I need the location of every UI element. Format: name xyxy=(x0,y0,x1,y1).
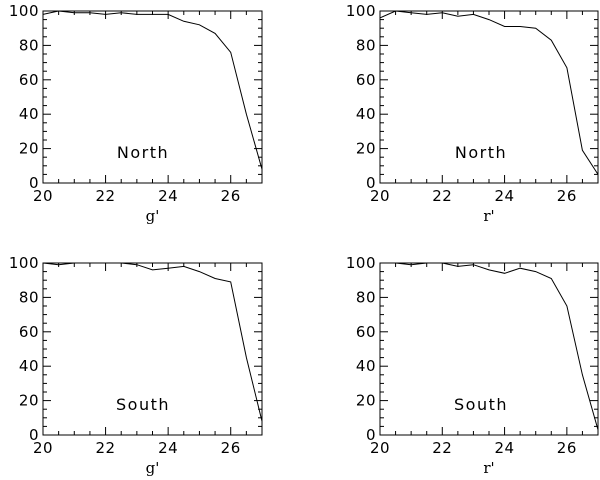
y-tick-label: 0 xyxy=(29,174,39,192)
x-axis-label: r' xyxy=(483,207,494,225)
y-tick-label: 40 xyxy=(19,357,39,375)
y-tick-label: 100 xyxy=(9,2,39,20)
y-tick-label: 80 xyxy=(356,36,376,54)
y-tick-label: 60 xyxy=(19,71,39,89)
region-annotation: North xyxy=(455,143,507,162)
x-tick-label: 26 xyxy=(557,187,577,205)
completeness-line xyxy=(379,10,599,175)
y-tick-label: 20 xyxy=(19,140,39,158)
y-tick-label: 60 xyxy=(19,323,39,341)
x-tick-label: 20 xyxy=(33,187,53,205)
y-tick-label: 0 xyxy=(29,426,39,444)
y-tick-label: 0 xyxy=(366,174,376,192)
y-tick-label: 100 xyxy=(9,254,39,272)
x-axis-label: r' xyxy=(483,459,494,477)
y-tick-label: 20 xyxy=(19,392,39,410)
completeness-line xyxy=(380,262,599,430)
completeness-line xyxy=(42,262,263,422)
x-tick-label: 24 xyxy=(158,187,178,205)
region-annotation: South xyxy=(454,395,508,414)
x-tick-label: 26 xyxy=(221,439,241,457)
y-tick-label: 100 xyxy=(346,2,376,20)
x-tick-label: 26 xyxy=(221,187,241,205)
y-tick-label: 80 xyxy=(19,288,39,306)
y-tick-label: 40 xyxy=(19,105,39,123)
x-tick-label: 20 xyxy=(33,439,53,457)
y-tick-label: 100 xyxy=(346,254,376,272)
y-tick-label: 40 xyxy=(356,357,376,375)
y-tick-label: 20 xyxy=(356,140,376,158)
y-tick-label: 0 xyxy=(366,426,376,444)
x-tick-label: 22 xyxy=(96,439,116,457)
completeness-line xyxy=(42,10,263,170)
y-tick-label: 40 xyxy=(356,105,376,123)
x-tick-label: 20 xyxy=(370,187,390,205)
y-tick-label: 60 xyxy=(356,323,376,341)
y-tick-label: 20 xyxy=(356,392,376,410)
x-tick-label: 24 xyxy=(495,187,515,205)
x-tick-label: 24 xyxy=(495,439,515,457)
x-tick-label: 24 xyxy=(158,439,178,457)
x-axis-label: g' xyxy=(146,459,160,477)
region-annotation: North xyxy=(117,143,169,162)
y-tick-label: 80 xyxy=(19,36,39,54)
x-tick-label: 22 xyxy=(432,187,452,205)
x-axis-label: g' xyxy=(146,207,160,225)
x-tick-label: 22 xyxy=(96,187,116,205)
y-tick-label: 80 xyxy=(356,288,376,306)
x-tick-label: 26 xyxy=(557,439,577,457)
x-tick-label: 20 xyxy=(370,439,390,457)
x-tick-label: 22 xyxy=(432,439,452,457)
y-tick-label: 60 xyxy=(356,71,376,89)
region-annotation: South xyxy=(116,395,170,414)
